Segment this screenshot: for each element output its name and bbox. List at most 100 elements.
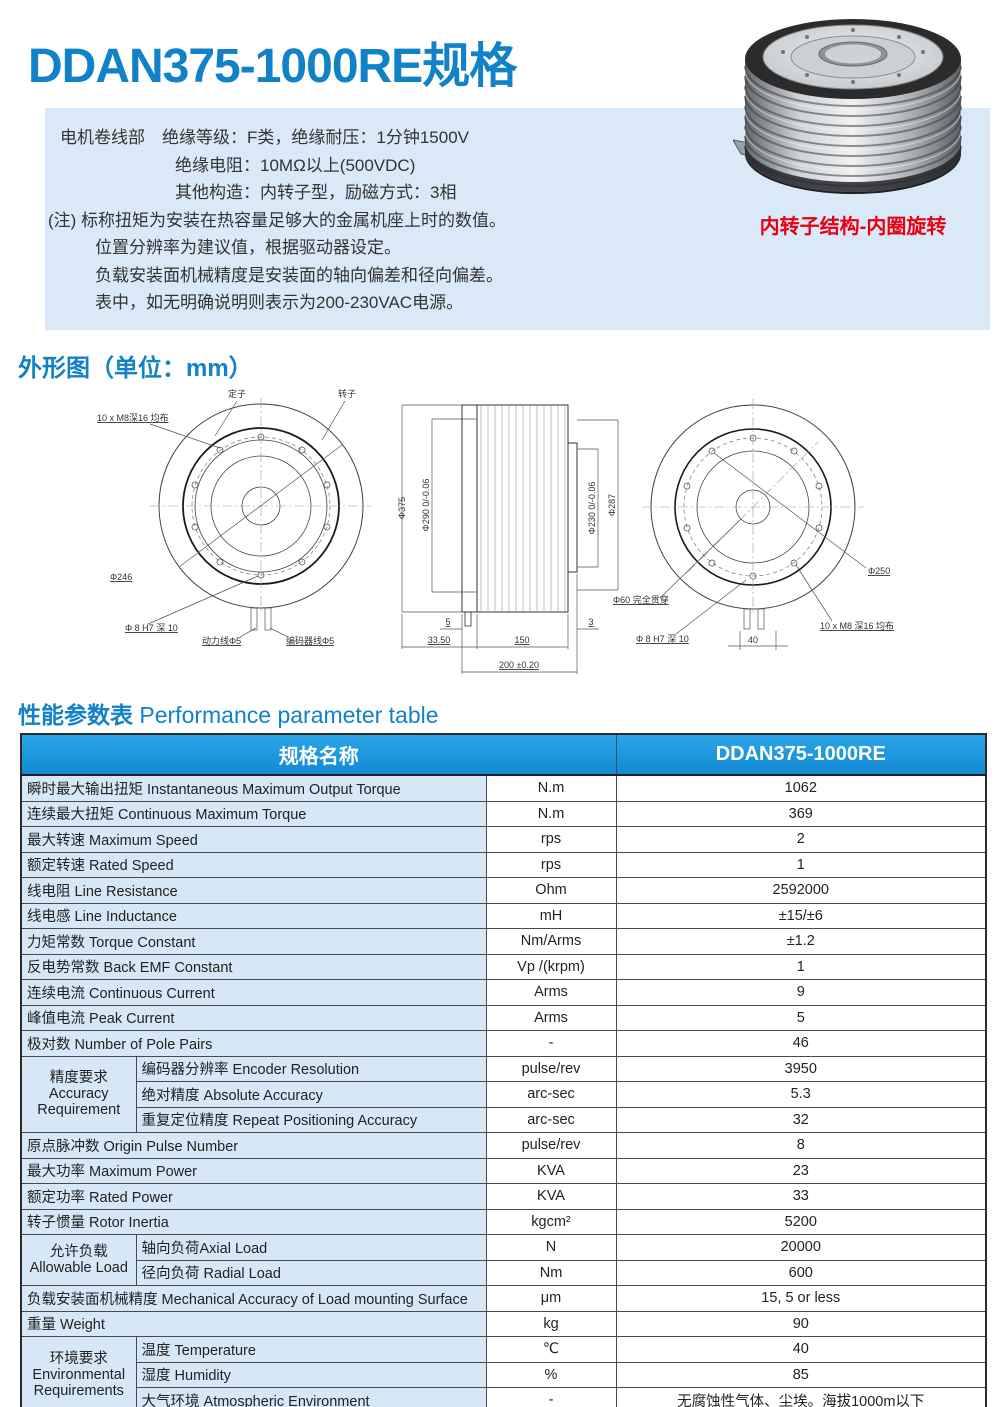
power-wire-label: 动力线Φ5	[202, 635, 241, 646]
rotor-label: 转子	[338, 388, 356, 399]
spec-label-cell: 线电感 Line Inductance	[20, 902, 487, 929]
spec-unit-cell: N.m	[485, 774, 617, 802]
table-row: 额定功率 Rated Power KVA 33	[20, 1183, 987, 1210]
section-view-drawing: Φ375 Φ290 0/-0.06 Φ230 0/-0.06 Φ287 5 3 …	[397, 404, 619, 674]
spec-value-cell: 369	[615, 800, 987, 827]
table-header-row: 规格名称 DDAN375-1000RE	[20, 733, 987, 776]
motor-face-bolts	[781, 28, 925, 84]
spec-value-cell: 3950	[615, 1055, 987, 1082]
dim3-label: 3	[588, 617, 593, 627]
spec-unit-cell: Vp /(krpm)	[485, 953, 617, 980]
table-row: 瞬时最大输出扭矩 Instantaneous Maximum Output To…	[20, 774, 987, 802]
spec-label-cell: 连续电流 Continuous Current	[20, 979, 487, 1006]
dia287-label: Φ287	[607, 494, 617, 516]
info-line: 负载安装面机械精度是安装面的轴向偏差和径向偏差。	[95, 265, 503, 285]
spec-label-cell: 原点脉冲数 Origin Pulse Number	[20, 1132, 487, 1159]
dim3350-label: 33.50	[428, 635, 451, 645]
encoder-wire-label: 编码器线Φ5	[286, 635, 334, 646]
row-group-cell: 允许负载 Allowable Load	[20, 1234, 137, 1286]
spec-label-cell: 瞬时最大输出扭矩 Instantaneous Maximum Output To…	[20, 774, 487, 802]
spec-value-cell: 40	[615, 1336, 987, 1363]
bolt-note-label: 10 x M8 深16 均布	[820, 620, 894, 631]
spec-value-cell: 9	[615, 979, 987, 1006]
spec-value-cell: 32	[615, 1106, 987, 1133]
info-line: 其他构造：内转子型，励磁方式：3相	[175, 183, 457, 202]
centerlines	[642, 399, 864, 615]
spec-label-cell: 轴向负荷Axial Load	[135, 1234, 487, 1261]
spec-label-cell: 编码器分辨率 Encoder Resolution	[135, 1055, 487, 1082]
info-line: (注) 标称扭矩为安装在热容量足够大的金属机座上时的数值。	[48, 210, 507, 230]
product-photo	[733, 19, 962, 194]
spec-unit-cell: pulse/rev	[485, 1132, 617, 1159]
spec-value-cell: 1062	[615, 774, 987, 802]
info-line: 电机卷线部 绝缘等级：F类，绝缘耐压：1分钟1500V	[60, 128, 469, 147]
spec-value-cell: 1	[615, 953, 987, 980]
spec-label-cell: 最大功率 Maximum Power	[20, 1157, 487, 1184]
rear-view-drawing: Φ60 完全贯穿 Φ250 10 x M8 深16 均布 Φ 8 H7 深 10…	[613, 399, 894, 650]
table-row: 重复定位精度 Repeat Positioning Accuracy arc-se…	[21, 1106, 987, 1133]
photo-caption: 内转子结构-内圈旋转	[759, 216, 947, 238]
spec-table-body: 瞬时最大输出扭矩 Instantaneous Maximum Output To…	[20, 774, 987, 1407]
page-title: DDAN375-1000RE规格	[28, 40, 517, 93]
dia375-label: Φ375	[397, 497, 407, 519]
spec-value-cell: 5.3	[615, 1081, 987, 1108]
spec-unit-cell: pulse/rev	[485, 1055, 617, 1082]
info-line: 位置分辨率为建议值，根据驱动器设定。	[95, 238, 401, 257]
stator-label: 定子	[228, 388, 246, 399]
spec-value-cell: 5200	[615, 1208, 987, 1235]
spec-value-cell: 5	[615, 1004, 987, 1031]
spec-value-cell: 15, 5 or less	[615, 1285, 987, 1312]
pin-note-label: Φ 8 H7 深 10	[125, 623, 178, 633]
spec-value-cell: 无腐蚀性气体、尘埃。海拔1000m以下	[615, 1387, 987, 1407]
dia230-label: Φ230 0/-0.06	[587, 482, 597, 535]
spec-unit-cell: Ohm	[485, 877, 617, 904]
spec-unit-cell: Nm	[485, 1259, 617, 1286]
table-row: 连续电流 Continuous Current Arms 9	[20, 979, 987, 1006]
table-row: 线电感 Line Inductance mH ±15/±6	[20, 902, 987, 929]
dim150-label: 150	[514, 635, 529, 645]
spec-unit-cell: N.m	[485, 800, 617, 827]
table-row: 峰值电流 Peak Current Arms 5	[20, 1004, 987, 1031]
spec-label-cell: 连续最大扭矩 Continuous Maximum Torque	[20, 800, 487, 827]
table-row: 大气环境 Atmospheric Environment - 无腐蚀性气体、尘埃。海…	[21, 1387, 987, 1407]
table-row: 允许负载 Allowable Load 轴向负荷Axial Load N 20000	[20, 1234, 987, 1286]
spec-label-cell: 转子惯量 Rotor Inertia	[20, 1208, 487, 1235]
dia246-label: Φ246	[110, 572, 132, 582]
spec-label-cell: 重量 Weight	[20, 1310, 487, 1337]
table-row: 最大功率 Maximum Power KVA 23	[20, 1157, 987, 1184]
spec-label-cell: 绝对精度 Absolute Accuracy	[135, 1081, 487, 1108]
dim40-label: 40	[748, 635, 758, 645]
spec-unit-cell: arc-sec	[485, 1106, 617, 1133]
spec-value-cell: ±15/±6	[615, 902, 987, 929]
spec-label-cell: 额定功率 Rated Power	[20, 1183, 487, 1210]
spec-table-container: 规格名称 DDAN375-1000RE 瞬时最大输出扭矩 Instantaneo…	[20, 733, 988, 1407]
table-row: 线电阻 Line Resistance Ohm 2592000	[20, 877, 987, 904]
header-model-name: DDAN375-1000RE	[615, 733, 987, 776]
spec-unit-cell: %	[485, 1361, 617, 1388]
spec-label-cell: 温度 Temperature	[135, 1336, 487, 1363]
spec-unit-cell: mH	[485, 902, 617, 929]
motor-hole-inner	[825, 44, 881, 64]
spec-value-cell: 8	[615, 1132, 987, 1159]
table-row: 连续最大扭矩 Continuous Maximum Torque N.m 369	[20, 800, 987, 827]
spec-unit-cell: rps	[485, 851, 617, 878]
dia60-note-label: Φ60 完全贯穿	[613, 594, 669, 605]
spec-label-cell: 反电势常数 Back EMF Constant	[20, 953, 487, 980]
table-row: 反电势常数 Back EMF Constant Vp /(krpm) 1	[20, 953, 987, 980]
spec-value-cell: 20000	[615, 1234, 987, 1261]
spec-unit-cell: Arms	[485, 1004, 617, 1031]
row-group-cell: 精度要求 Accuracy Requirement	[20, 1055, 137, 1133]
table-row: 重量 Weight kg 90	[20, 1310, 987, 1337]
table-row: 精度要求 Accuracy Requirement 编码器分辨率 Encoder Re…	[20, 1055, 987, 1133]
spec-label-cell: 重复定位精度 Repeat Positioning Accuracy	[135, 1106, 487, 1133]
spec-value-cell: 1	[615, 851, 987, 878]
front-view-drawing: 定子 转子 10 x M8深16 均布 Φ246 Φ 8 H7 深 10 动力线…	[97, 388, 372, 646]
bolt-holes	[191, 433, 331, 579]
performance-parameter-table: 规格名称 DDAN375-1000RE 瞬时最大输出扭矩 Instantaneo…	[20, 733, 988, 1407]
table-row: 绝对精度 Absolute Accuracy arc-sec 5.3	[21, 1081, 987, 1108]
spec-unit-cell: N	[485, 1234, 617, 1261]
dim200-label: 200 ±0.20	[499, 660, 539, 670]
spec-label-cell: 湿度 Humidity	[135, 1361, 487, 1388]
spec-label-cell: 负载安装面机械精度 Mechanical Accuracy of Load mo…	[20, 1285, 487, 1312]
